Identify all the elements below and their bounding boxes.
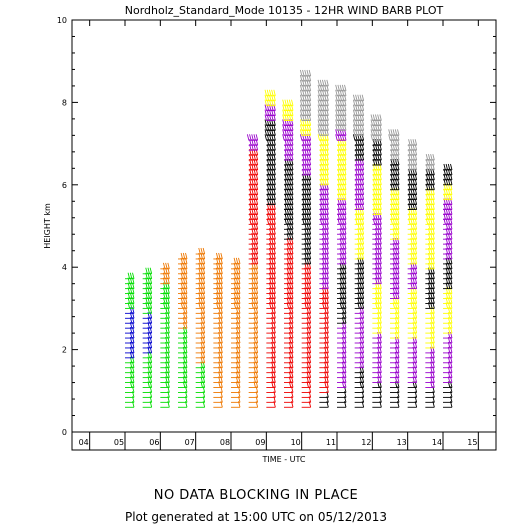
x-tick-label: 15 — [467, 438, 477, 447]
wind-barb — [372, 208, 382, 215]
wind-barb — [142, 267, 153, 275]
y-tick-label: 4 — [62, 263, 67, 272]
generated-timestamp: Plot generated at 15:00 UTC on 05/12/201… — [124, 510, 388, 524]
wind-barb — [335, 84, 347, 92]
x-tick-label: 07 — [185, 438, 195, 447]
wind-barb — [160, 262, 170, 270]
wind-barb — [390, 203, 400, 210]
y-tick-label: 10 — [57, 16, 67, 25]
wind-barb — [370, 114, 382, 121]
wind-barb — [407, 139, 418, 146]
wind-barb — [352, 94, 365, 102]
y-tick-label: 8 — [62, 98, 67, 107]
wind-barb — [195, 247, 206, 255]
x-axis-strip — [71, 431, 497, 451]
y-tick-label: 6 — [62, 181, 67, 190]
wind-barb — [372, 292, 382, 299]
barb-layer — [125, 69, 453, 408]
y-axis-label: HEIGHT km — [43, 203, 52, 249]
wind-barb — [317, 124, 329, 131]
y-tick-label: 2 — [62, 346, 67, 355]
wind-barb — [125, 272, 135, 280]
x-tick-label: 13 — [397, 438, 407, 447]
wind-barb — [388, 129, 400, 136]
wind-barb — [443, 292, 453, 299]
x-tick-label: 11 — [326, 438, 336, 447]
x-tick-label: 08 — [220, 438, 230, 447]
wind-barb — [372, 198, 382, 206]
chart-title: Nordholz_Standard_Mode 10135 - 12HR WIND… — [125, 4, 444, 17]
plot-frame — [71, 19, 497, 433]
wind-barb — [178, 252, 188, 260]
x-tick-label: 12 — [361, 438, 371, 447]
wind-barb — [425, 213, 435, 220]
wind-barb — [246, 134, 259, 141]
x-tick-label: 14 — [432, 438, 442, 447]
wind-barb — [282, 99, 294, 107]
wind-barb — [425, 153, 435, 161]
wind-barb — [213, 252, 223, 260]
wind-barb — [317, 79, 329, 87]
x-tick-label: 05 — [114, 438, 124, 447]
x-axis-ticks: 04 05 06 07 08 09 10 11 12 13 14 15 — [79, 20, 479, 450]
x-tick-label: 04 — [79, 438, 89, 447]
wind-barb-chart: Nordholz_Standard_Mode 10135 - 12HR WIND… — [43, 4, 497, 464]
x-tick-label: 06 — [149, 438, 159, 447]
data-blocking-status: NO DATA BLOCKING IN PLACE — [153, 488, 359, 503]
wind-barb — [301, 287, 312, 295]
wind-barb — [231, 257, 241, 265]
x-tick-label: 09 — [255, 438, 265, 447]
wind-barb — [337, 183, 347, 191]
wind-barb — [299, 69, 312, 77]
y-axis-ticks: 0 2 4 6 8 10 — [57, 16, 496, 437]
wind-barb — [264, 89, 276, 97]
y-tick-label: 0 — [62, 428, 67, 437]
x-tick-label: 10 — [291, 438, 301, 447]
wind-barb — [335, 119, 347, 126]
x-axis-label: TIME - UTC — [261, 455, 305, 464]
wind-barb — [443, 163, 453, 171]
